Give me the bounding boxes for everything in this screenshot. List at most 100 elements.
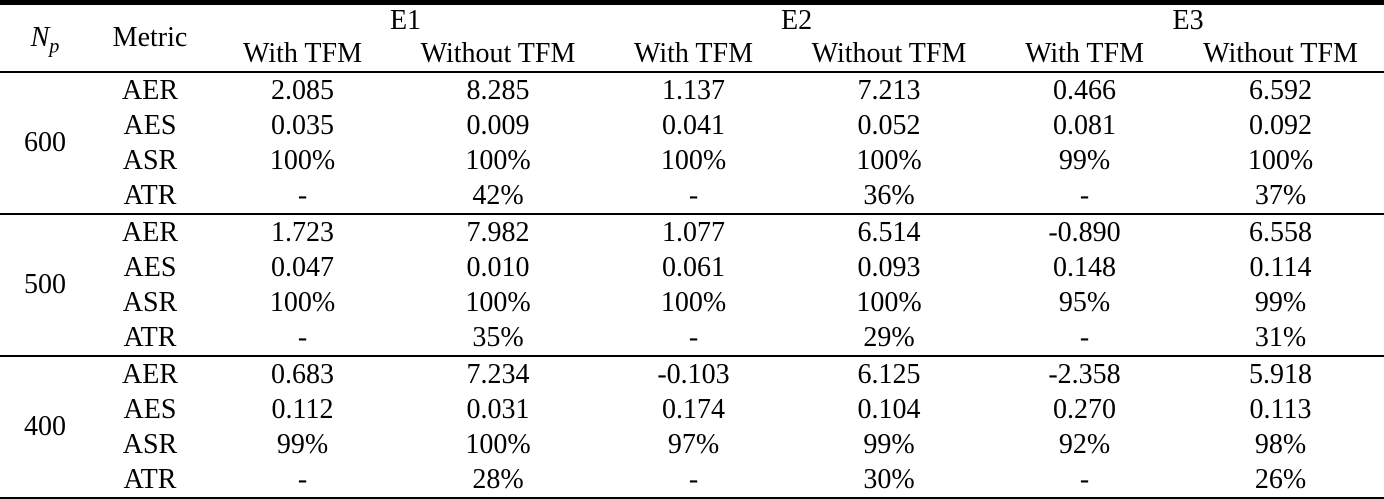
header-row-experiments: Np Metric E1 E2 E3 (0, 3, 1384, 57)
table-row: ASR 100% 100% 100% 100% 95% 99% (0, 285, 1384, 320)
value-cell: 100% (856, 144, 922, 176)
value-cell: 0.093 (857, 251, 921, 283)
value-cell: 28% (472, 463, 524, 495)
header-np: Np (0, 3, 90, 73)
metric-cell: ATR (123, 463, 177, 495)
header-e3-without-tfm: Without TFM (1203, 38, 1358, 69)
value-cell: 0.114 (1249, 251, 1312, 283)
header-e3-with-tfm: With TFM (1025, 38, 1144, 69)
value-cell: 35% (472, 321, 524, 353)
value-cell: 0.009 (466, 109, 530, 141)
metric-cell: ATR (123, 179, 177, 211)
header-e2: E2 (780, 5, 813, 36)
value-cell: 100% (465, 428, 531, 460)
table-row: ATR - 35% - 29% - 31% (0, 320, 1384, 356)
table-row: 500 AER 1.723 7.982 1.077 6.514 -0.890 6… (0, 214, 1384, 301)
value-cell: 97% (667, 428, 720, 460)
value-cell: - (688, 463, 699, 495)
value-cell: 0.466 (1053, 74, 1117, 106)
header-e2-with-tfm: With TFM (634, 38, 753, 69)
header-e1: E1 (389, 5, 422, 36)
np-cell: 400 (24, 411, 66, 442)
value-cell: 0.092 (1249, 109, 1313, 141)
value-cell: 7.213 (857, 74, 921, 106)
value-cell: 6.514 (857, 216, 921, 248)
value-cell: 7.234 (466, 358, 530, 390)
metric-cell: ASR (122, 286, 178, 318)
value-cell: 100% (660, 144, 727, 176)
table-row: ASR 100% 100% 100% 100% 99% 100% (0, 143, 1384, 178)
value-cell: 100% (269, 144, 336, 176)
value-cell: 42% (472, 179, 524, 211)
value-cell: 98% (1254, 428, 1307, 460)
value-cell: - (688, 179, 699, 211)
value-cell: 1.723 (271, 216, 334, 248)
value-cell: 26% (1254, 463, 1307, 495)
value-cell: 37% (1254, 179, 1307, 211)
value-cell: 0.081 (1053, 109, 1117, 141)
value-cell: -2.358 (1048, 358, 1121, 390)
value-cell: -0.890 (1048, 216, 1121, 248)
value-cell: 0.061 (662, 251, 726, 283)
value-cell: - (1079, 179, 1090, 211)
np-cell: 600 (24, 127, 66, 158)
value-cell: 0.104 (857, 393, 921, 425)
table-row: 600 AER 2.085 8.285 1.137 7.213 0.466 6.… (0, 72, 1384, 159)
value-cell: - (297, 463, 308, 495)
group-400: 400 AER 0.683 7.234 -0.103 6.125 -2.358 … (0, 356, 1384, 499)
value-cell: 5.918 (1249, 358, 1313, 390)
value-cell: 100% (465, 286, 531, 318)
group-600: 600 AER 2.085 8.285 1.137 7.213 0.466 6.… (0, 72, 1384, 214)
header-e3: E3 (1172, 5, 1204, 36)
metric-cell: AES (123, 251, 177, 283)
value-cell: 99% (863, 428, 915, 460)
value-cell: 36% (863, 179, 915, 211)
value-cell: - (297, 179, 308, 211)
value-cell: 99% (276, 428, 329, 460)
value-cell: 0.047 (271, 251, 334, 283)
value-cell: 0.174 (662, 393, 726, 425)
value-cell: 0.113 (1249, 393, 1312, 425)
value-cell: 1.137 (662, 74, 726, 106)
value-cell: 7.982 (466, 216, 530, 248)
value-cell: 95% (1058, 286, 1111, 318)
value-cell: 0.031 (466, 393, 530, 425)
header-e1-with-tfm: With TFM (243, 38, 362, 69)
header-metric: Metric (112, 22, 188, 53)
value-cell: 0.035 (271, 109, 334, 141)
value-cell: 100% (465, 144, 531, 176)
value-cell: 99% (1254, 286, 1307, 318)
value-cell: - (1079, 321, 1090, 353)
value-cell: 30% (863, 463, 915, 495)
value-cell: 0.683 (271, 358, 334, 390)
np-symbol: Np (30, 22, 60, 58)
value-cell: 92% (1058, 428, 1111, 460)
header-e2-without-tfm: Without TFM (811, 38, 967, 69)
value-cell: 0.041 (662, 109, 726, 141)
value-cell: 6.558 (1249, 216, 1313, 248)
metric-cell: AES (123, 109, 177, 141)
value-cell: 100% (856, 286, 922, 318)
value-cell: 29% (863, 321, 915, 353)
table-row: ATR - 42% - 36% - 37% (0, 178, 1384, 214)
table-row: 400 AER 0.683 7.234 -0.103 6.125 -2.358 … (0, 356, 1384, 443)
table-row: AES 0.047 0.010 0.061 0.093 0.148 0.114 (0, 250, 1384, 285)
header-e1-without-tfm: Without TFM (420, 38, 576, 69)
value-cell: 0.052 (857, 109, 921, 141)
metric-cell: AES (123, 393, 177, 425)
metric-cell: AER (122, 358, 178, 390)
value-cell: - (1079, 463, 1090, 495)
np-cell: 500 (24, 269, 66, 300)
metric-cell: ASR (122, 428, 178, 460)
table-row: AES 0.112 0.031 0.174 0.104 0.270 0.113 (0, 392, 1384, 427)
value-cell: 100% (269, 286, 336, 318)
table-header: Np Metric E1 E2 E3 With TFM Without TFM … (0, 3, 1384, 72)
value-cell: - (297, 321, 308, 353)
value-cell: -0.103 (657, 358, 730, 390)
value-cell: 0.112 (271, 393, 334, 425)
metric-cell: AER (122, 74, 178, 106)
value-cell: 100% (660, 286, 727, 318)
metric-cell: ATR (123, 321, 177, 353)
value-cell: 0.010 (466, 251, 530, 283)
